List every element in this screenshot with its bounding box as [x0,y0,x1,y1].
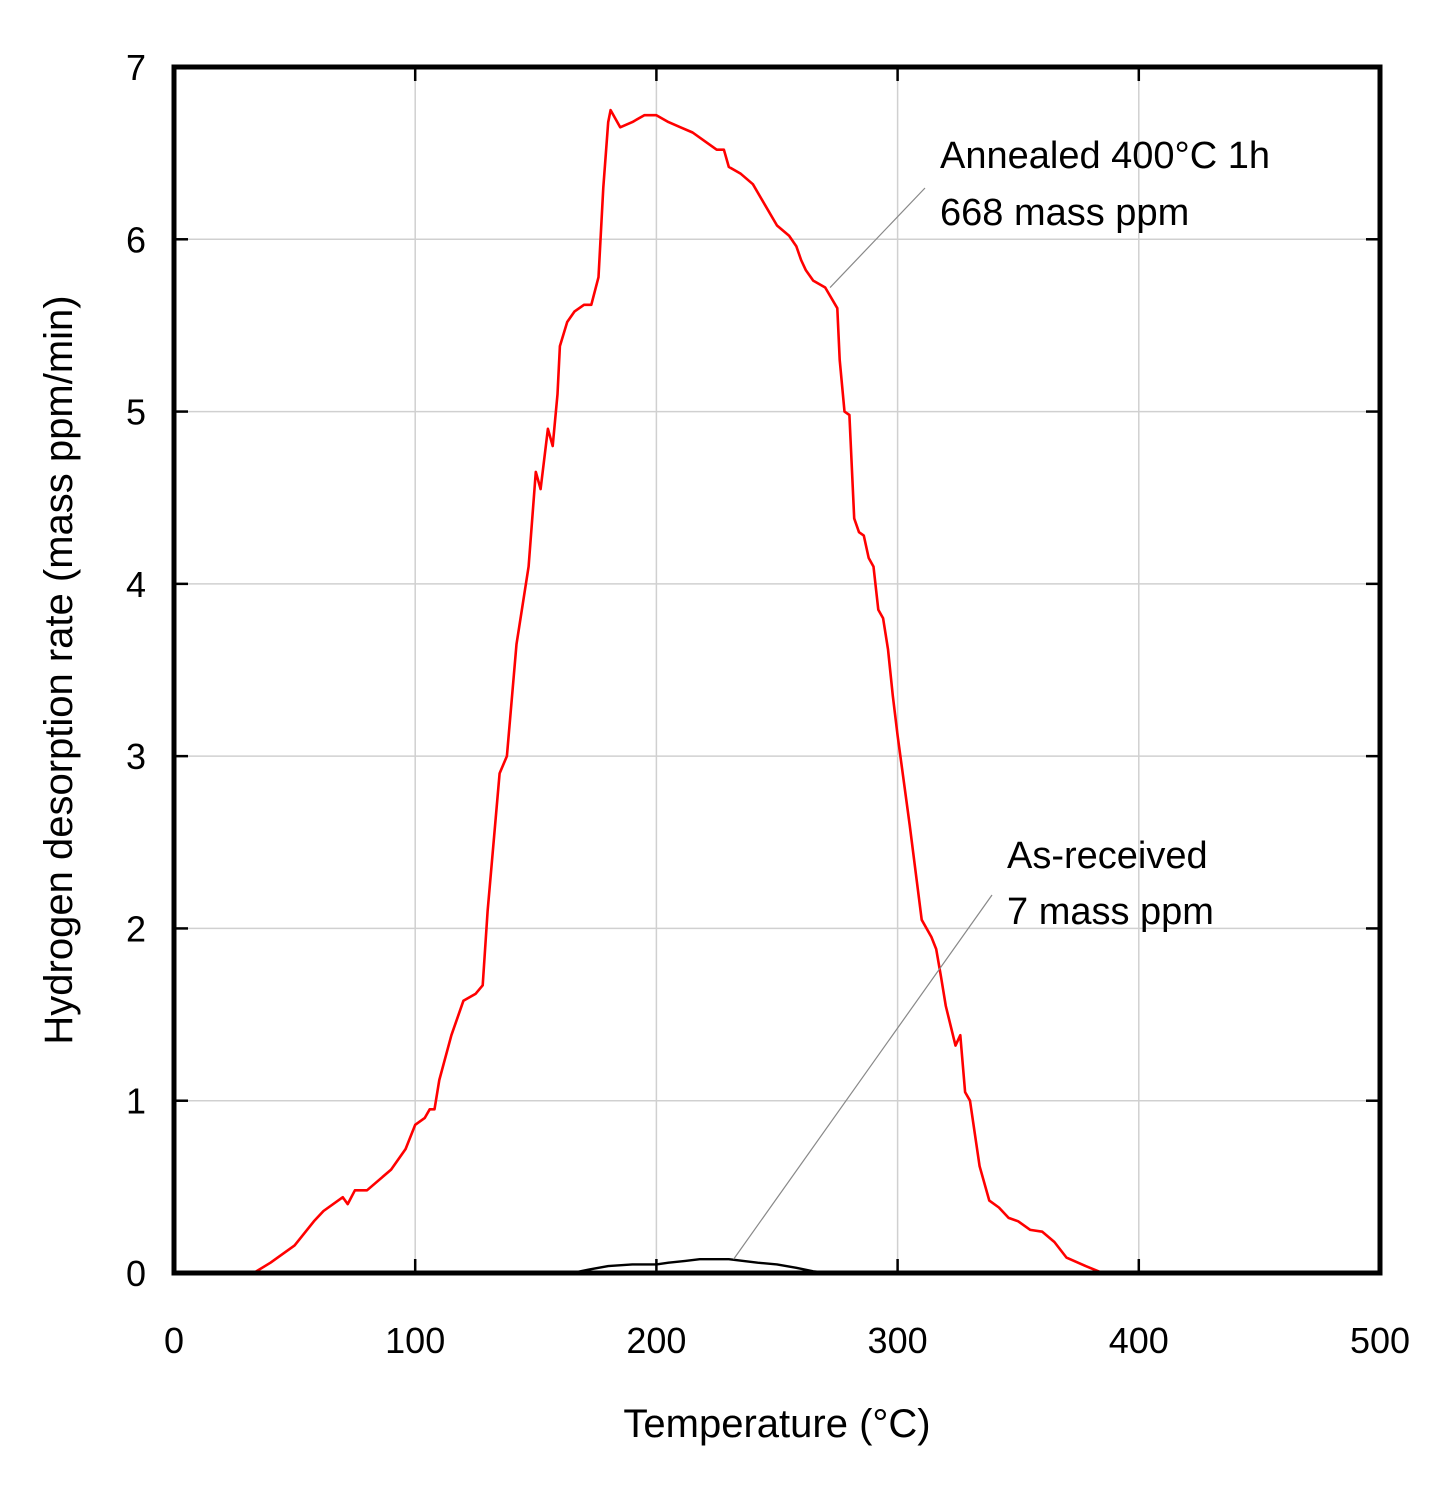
gridlines [174,67,1380,1273]
annotation-leaders [733,187,993,1260]
annotation-as-received: As-received 7 mass ppm [1007,835,1214,933]
series-lines [252,108,1187,1275]
x-tick-label: 300 [868,1320,928,1361]
x-tick-label: 0 [164,1320,184,1361]
series-line-annealed [252,108,1187,1275]
annotation-as-received-line1: As-received [1007,835,1208,877]
y-tick-label: 3 [126,736,146,777]
annotation-as-received-line2: 7 mass ppm [1007,891,1214,933]
y-tick-label: 7 [126,47,146,88]
x-tick-label: 200 [626,1320,686,1361]
y-tick-label: 5 [126,392,146,433]
x-tick-label: 100 [385,1320,445,1361]
leader-line-annealed [829,187,926,288]
y-tick-label: 0 [126,1253,146,1294]
axis-ticks [172,65,1382,1275]
annotation-annealed-line2: 668 mass ppm [940,192,1189,234]
x-tick-label: 500 [1350,1320,1410,1361]
annotation-annealed-line1: Annealed 400°C 1h [940,135,1270,177]
annotation-annealed: Annealed 400°C 1h 668 mass ppm [940,135,1270,234]
y-tick-label: 1 [126,1081,146,1122]
y-tick-label: 4 [126,564,146,605]
y-tick-label: 2 [126,908,146,949]
y-axis-title: Hydrogen desorption rate (mass ppm/min) [37,295,81,1044]
series-line-as-received [535,1257,831,1275]
plot-frame [171,64,1383,1276]
x-axis-title: Temperature (°C) [623,1402,930,1446]
y-tick-label: 6 [126,219,146,260]
x-tick-label: 400 [1109,1320,1169,1361]
leader-line-as-received [733,894,993,1260]
